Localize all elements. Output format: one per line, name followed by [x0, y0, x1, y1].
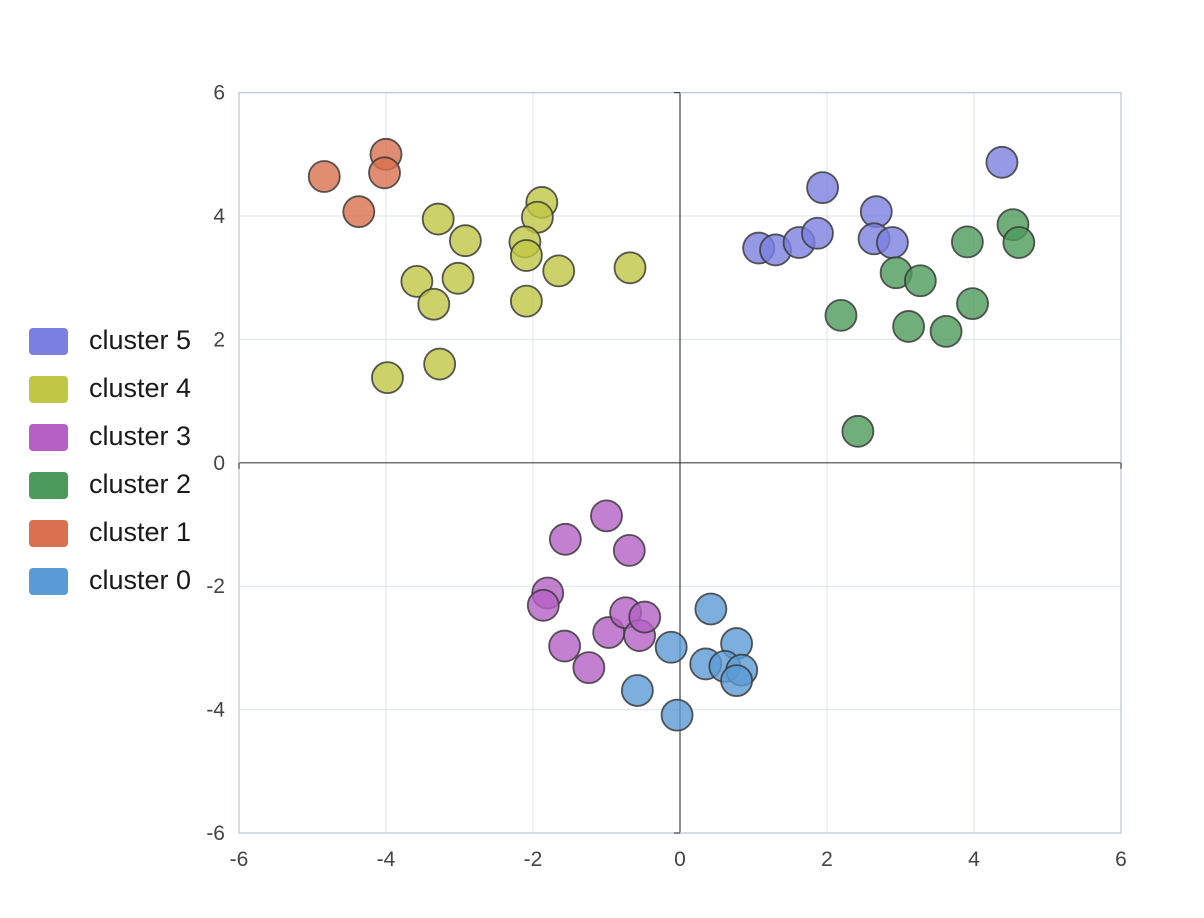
svg-text:0: 0: [674, 848, 686, 871]
svg-text:2: 2: [821, 848, 833, 871]
svg-text:6: 6: [213, 82, 225, 105]
svg-text:-6: -6: [206, 822, 225, 845]
svg-text:4: 4: [968, 848, 980, 871]
svg-text:-2: -2: [524, 848, 543, 871]
svg-text:4: 4: [213, 205, 225, 228]
svg-text:-4: -4: [377, 848, 396, 871]
svg-text:-4: -4: [206, 699, 225, 722]
svg-text:6: 6: [1115, 848, 1127, 871]
svg-text:-6: -6: [230, 848, 249, 871]
